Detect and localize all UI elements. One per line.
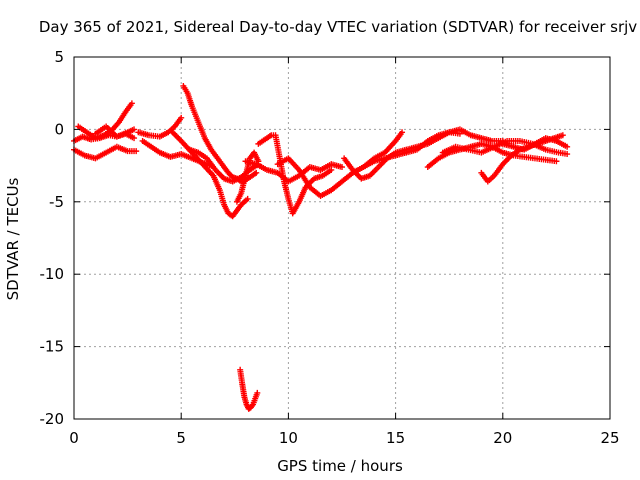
x-tick-label: 0 xyxy=(69,429,79,447)
series-arc-4 xyxy=(92,123,138,140)
y-tick-label: -10 xyxy=(40,265,65,283)
data-point xyxy=(244,195,251,202)
axis-ticks: 0 5 10 15 20 25 -20 -15 -10 -5 0 5 xyxy=(40,48,620,447)
series-arc-8 xyxy=(169,129,251,220)
data-point xyxy=(254,389,261,396)
series-arc-20 xyxy=(237,366,261,412)
y-tick-label: 5 xyxy=(54,48,64,66)
y-tick-label: 0 xyxy=(54,120,64,138)
data-point xyxy=(559,132,566,139)
data-point xyxy=(339,164,345,171)
series-arc-2 xyxy=(75,100,135,142)
series-arc-5 xyxy=(135,114,185,140)
data-point xyxy=(133,148,140,155)
data-point xyxy=(564,151,571,158)
y-tick-label: -5 xyxy=(49,193,64,211)
x-tick-label: 15 xyxy=(386,429,405,447)
series-arc-19 xyxy=(499,135,571,153)
x-tick-label: 20 xyxy=(493,429,512,447)
data-point xyxy=(253,169,260,176)
x-tick-label: 5 xyxy=(176,429,186,447)
data-point xyxy=(564,143,571,150)
x-axis-label: GPS time / hours xyxy=(277,457,403,475)
data-point xyxy=(128,100,135,107)
y-tick-label: -20 xyxy=(40,410,65,428)
series-arc-15 xyxy=(349,126,506,176)
data-points xyxy=(71,82,571,412)
y-axis-label: SDTVAR / TECUs xyxy=(4,177,22,300)
x-tick-label: 25 xyxy=(600,429,619,447)
data-point xyxy=(131,135,138,142)
x-tick-label: 10 xyxy=(279,429,298,447)
data-point xyxy=(399,129,406,136)
plot-frame xyxy=(73,56,611,420)
grid-lines xyxy=(74,57,610,419)
data-point xyxy=(178,114,185,121)
data-point xyxy=(131,126,138,133)
data-point xyxy=(328,166,335,173)
y-tick-label: -15 xyxy=(40,338,65,356)
series-arc-17 xyxy=(439,137,571,158)
data-point xyxy=(553,158,560,165)
series-arc-12 xyxy=(242,158,345,185)
chart-title: Day 365 of 2021, Sidereal Day-to-day VTE… xyxy=(39,18,637,36)
